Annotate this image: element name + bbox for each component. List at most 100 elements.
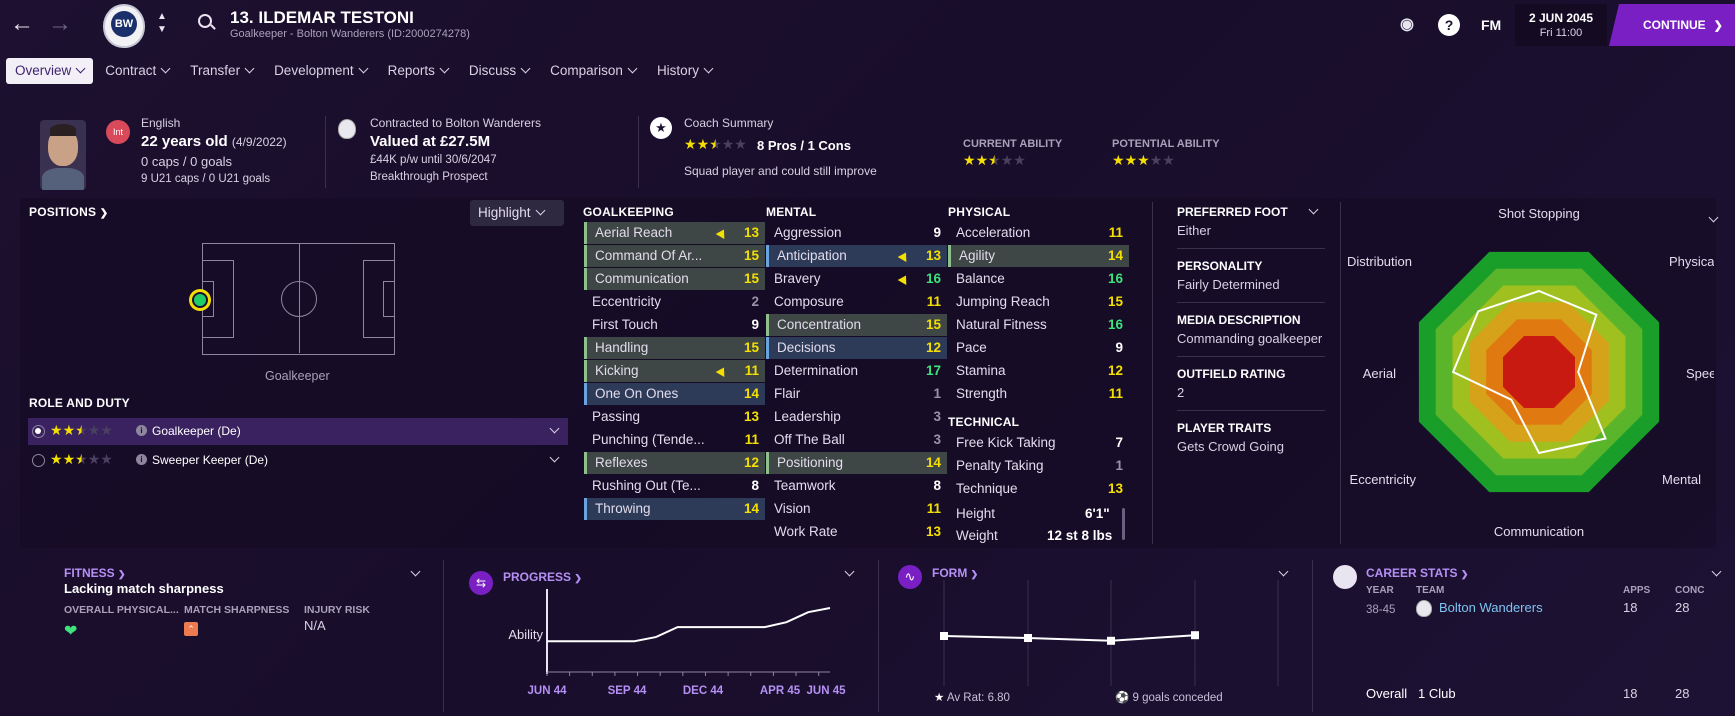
globe-icon[interactable]: ◉ [1400, 16, 1414, 33]
attribute-row[interactable]: Rushing Out (Te... 8 [584, 475, 765, 497]
mental-heading: MENTAL [766, 205, 817, 219]
attribute-row[interactable]: Teamwork 8 [766, 475, 947, 497]
form-chevron-icon[interactable] [1274, 566, 1289, 581]
attribute-row[interactable]: Pace 9 [948, 337, 1129, 359]
tab-reports[interactable]: Reports [379, 58, 457, 84]
search-icon[interactable] [198, 14, 216, 30]
weight-value: 12 st 8 lbs [1047, 528, 1113, 543]
career-chevron-icon[interactable] [1707, 566, 1722, 581]
role-row[interactable]: ★★★★★ i Goalkeeper (De) [28, 418, 568, 445]
positions-heading[interactable]: POSITIONS ❯ [29, 205, 109, 219]
radar-options-chevron-icon[interactable] [1704, 212, 1719, 227]
attribute-row[interactable]: Stamina 12 [948, 360, 1129, 382]
highlight-dropdown[interactable]: Highlight [470, 200, 564, 226]
role-chevron-icon[interactable] [545, 423, 560, 438]
attribute-row[interactable]: Decisions 12 [766, 337, 947, 359]
divider [1340, 202, 1341, 544]
attribute-row[interactable]: Reflexes 12 [584, 452, 765, 474]
attribute-row[interactable]: Eccentricity 2 [584, 291, 765, 313]
tab-transfer[interactable]: Transfer [181, 58, 262, 84]
progress-heading[interactable]: PROGRESS ❯ [503, 570, 582, 584]
role-radio[interactable] [32, 425, 45, 438]
attribute-row[interactable]: Positioning 14 [766, 452, 947, 474]
attribute-row[interactable]: Composure 11 [766, 291, 947, 313]
continue-button[interactable]: CONTINUE ❯ [1609, 4, 1735, 46]
radar-player-shape [1451, 289, 1607, 455]
attribute-row[interactable]: Off The Ball 3 [766, 429, 947, 451]
attribute-row[interactable]: Work Rate 13 [766, 521, 947, 543]
attribute-row[interactable]: Balance 16 [948, 268, 1129, 290]
fitness-heading[interactable]: FITNESS ❯ [64, 566, 126, 580]
help-icon[interactable]: ? [1438, 14, 1460, 36]
attribute-row[interactable]: Jumping Reach 15 [948, 291, 1129, 313]
player-switch-arrows-icon[interactable]: ▲ ▼ [157, 11, 167, 35]
club-crest[interactable]: BW [103, 4, 145, 48]
role-chevron-icon[interactable] [545, 452, 560, 467]
attribute-row[interactable]: Leadership 3 [766, 406, 947, 428]
attribute-row[interactable]: Command Of Ar... 15 [584, 245, 765, 267]
career-stats-heading[interactable]: CAREER STATS ❯ [1366, 566, 1469, 580]
caps: 0 caps / 0 goals [141, 154, 233, 169]
attribute-row[interactable]: One On Ones 14 [584, 383, 765, 405]
info-icon[interactable]: i [136, 454, 147, 465]
attribute-row[interactable]: Kicking 11 [584, 360, 765, 382]
col-apps: APPS [1623, 585, 1651, 596]
tab-discuss[interactable]: Discuss [460, 58, 538, 84]
forward-arrow-icon[interactable]: → [48, 10, 72, 37]
tab-contract[interactable]: Contract [96, 58, 178, 84]
attribute-row[interactable]: Aggression 9 [766, 222, 947, 244]
attribute-row[interactable]: Anticipation 13 [766, 245, 947, 267]
attribute-row[interactable]: Flair 1 [766, 383, 947, 405]
fm-menu-button[interactable]: FM [1481, 17, 1502, 33]
attribute-name: Stamina [956, 363, 1006, 378]
position-marker-gk[interactable] [189, 289, 211, 311]
attribute-row[interactable]: Communication 15 [584, 268, 765, 290]
attribute-row[interactable]: Bravery 16 [766, 268, 947, 290]
fitness-chevron-icon[interactable] [406, 566, 421, 581]
preferred-foot-label: PREFERRED FOOT [1177, 204, 1325, 219]
attribute-row[interactable]: Technique 13 [948, 478, 1129, 500]
game-date[interactable]: 2 JUN 2045 Fri 11:00 [1515, 4, 1607, 46]
tab-overview[interactable]: Overview [6, 58, 94, 84]
progress-chevron-icon[interactable] [840, 566, 855, 581]
tab-comparison[interactable]: Comparison [541, 58, 645, 84]
pros-cons[interactable]: 8 Pros / 1 Cons [757, 138, 851, 153]
attributes-scrollbar[interactable] [1122, 508, 1125, 540]
coach-rating-stars: ★★★★★ [684, 136, 747, 153]
technical-heading: TECHNICAL [948, 415, 1020, 429]
attribute-value: 11 [926, 294, 941, 309]
attribute-row[interactable]: Vision 11 [766, 498, 947, 520]
form-heading[interactable]: FORM ❯ [932, 566, 979, 580]
form-point[interactable] [1191, 631, 1199, 640]
career-row-team[interactable]: Bolton Wanderers [1439, 600, 1543, 615]
fitness-status: Lacking match sharpness [64, 581, 224, 596]
tab-label: Development [274, 63, 354, 78]
contract-club: Contracted to Bolton Wanderers [370, 116, 541, 130]
back-arrow-icon[interactable]: ← [10, 10, 34, 37]
attribute-row[interactable]: Throwing 14 [584, 498, 765, 520]
attribute-value: 3 [933, 409, 941, 424]
info-icon[interactable]: i [136, 425, 147, 436]
attribute-value: 16 [925, 271, 941, 286]
attribute-row[interactable]: Handling 15 [584, 337, 765, 359]
role-row[interactable]: ★★★★★ i Sweeper Keeper (De) [28, 447, 568, 474]
attribute-row[interactable]: Free Kick Taking 7 [948, 432, 1129, 454]
tab-history[interactable]: History [648, 58, 721, 84]
attribute-row[interactable]: Punching (Tende... 11 [584, 429, 765, 451]
attribute-row[interactable]: Strength 11 [948, 383, 1129, 405]
role-radio[interactable] [32, 454, 45, 467]
form-point[interactable] [1107, 636, 1115, 645]
attribute-row[interactable]: Acceleration 11 [948, 222, 1129, 244]
attribute-row[interactable]: First Touch 9 [584, 314, 765, 336]
attribute-row[interactable]: Aerial Reach 13 [584, 222, 765, 244]
tab-development[interactable]: Development [265, 58, 376, 84]
attribute-row[interactable]: Concentration 15 [766, 314, 947, 336]
attribute-row[interactable]: Natural Fitness 16 [948, 314, 1129, 336]
form-point[interactable] [1024, 634, 1032, 642]
attribute-row[interactable]: Penalty Taking 1 [948, 455, 1129, 477]
form-point[interactable] [940, 632, 948, 640]
attribute-row[interactable]: Passing 13 [584, 406, 765, 428]
attribute-row[interactable]: Determination 17 [766, 360, 947, 382]
attribute-row[interactable]: Agility 14 [948, 245, 1129, 267]
progress-icon: ⇆ [469, 571, 493, 595]
